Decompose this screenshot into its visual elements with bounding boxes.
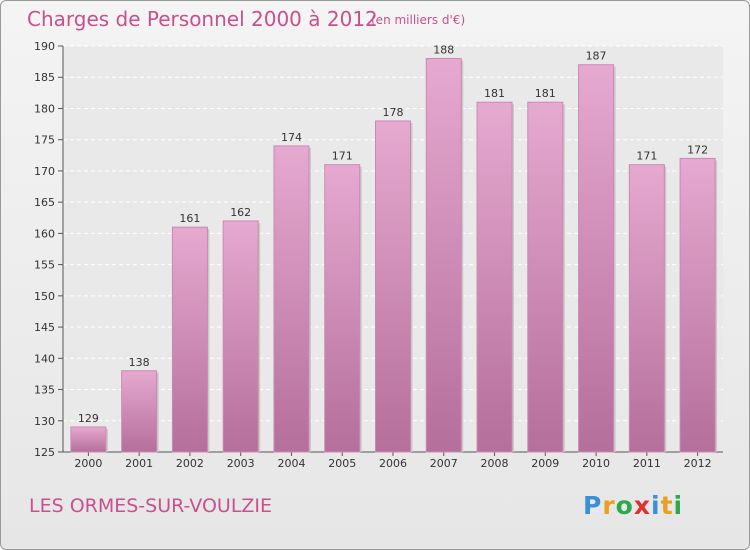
x-tick-label: 2000	[74, 457, 102, 470]
data-label: 188	[433, 43, 454, 56]
x-tick-label: 2007	[430, 457, 458, 470]
y-tick-label: 185	[34, 71, 55, 84]
x-tick-label: 2012	[684, 457, 712, 470]
x-tick-label: 2001	[125, 457, 153, 470]
bar	[324, 164, 361, 453]
commune-name: LES ORMES-SUR-VOULZIE	[29, 495, 273, 517]
x-tick-label: 2005	[328, 457, 356, 470]
y-tick-label: 170	[34, 165, 55, 178]
data-label: 171	[332, 150, 353, 163]
data-label: 181	[484, 87, 505, 100]
bar	[527, 101, 564, 453]
chart-title: Charges de Personnel 2000 à 2012	[27, 7, 378, 31]
x-tick-label: 2006	[379, 457, 407, 470]
logo-letter: o	[615, 491, 634, 520]
data-label: 138	[129, 356, 150, 369]
bar	[628, 164, 665, 453]
bar	[70, 426, 107, 453]
logo-letter: i	[673, 491, 684, 520]
x-tick-label: 2010	[582, 457, 610, 470]
bar	[273, 145, 310, 453]
x-tick-label: 2003	[227, 457, 255, 470]
bars	[70, 57, 718, 453]
y-tick-label: 175	[34, 134, 55, 147]
x-tick-label: 2002	[176, 457, 204, 470]
logo-letter: i	[651, 491, 661, 520]
logo-letter: t	[660, 491, 674, 520]
bar	[121, 370, 158, 453]
x-tick-label: 2008	[481, 457, 509, 470]
y-tick-label: 160	[34, 227, 55, 240]
data-label: 172	[687, 143, 708, 156]
bar	[476, 101, 513, 453]
x-tick-label: 2004	[277, 457, 305, 470]
y-tick-label: 165	[34, 196, 55, 209]
bar	[425, 57, 462, 453]
x-tick-label: 2009	[531, 457, 559, 470]
data-label: 178	[383, 106, 404, 119]
y-tick-label: 190	[34, 40, 55, 53]
y-tick-label: 135	[34, 384, 55, 397]
bar	[171, 226, 208, 453]
data-label: 162	[230, 206, 251, 219]
bar	[578, 64, 615, 453]
y-tick-label: 140	[34, 352, 55, 365]
data-label: 161	[179, 212, 200, 225]
data-label: 174	[281, 131, 302, 144]
data-label: 171	[636, 150, 657, 163]
bar	[375, 120, 411, 453]
chart-subtitle: (en milliers d'€)	[371, 13, 466, 27]
labels: 125 130 135 140 145 150 155 160 165 170 175 180 185 1…	[34, 40, 712, 470]
x-tick-label: 2011	[633, 457, 661, 470]
y-tick-label: 155	[34, 259, 55, 272]
y-tick-label: 130	[34, 415, 55, 428]
data-label: 181	[535, 87, 556, 100]
proxiti-logo[interactable]: Proxiti	[583, 491, 683, 520]
y-tick-label: 125	[34, 446, 55, 459]
bar	[222, 220, 259, 453]
data-label: 187	[586, 50, 607, 63]
y-tick-label: 150	[34, 290, 55, 303]
logo-letter: x	[633, 491, 651, 520]
logo-letter: P	[583, 491, 603, 520]
data-label: 129	[78, 412, 99, 425]
y-tick-label: 145	[34, 321, 55, 334]
bar	[679, 157, 716, 453]
y-tick-label: 180	[34, 102, 55, 115]
logo-letter: r	[602, 491, 616, 520]
